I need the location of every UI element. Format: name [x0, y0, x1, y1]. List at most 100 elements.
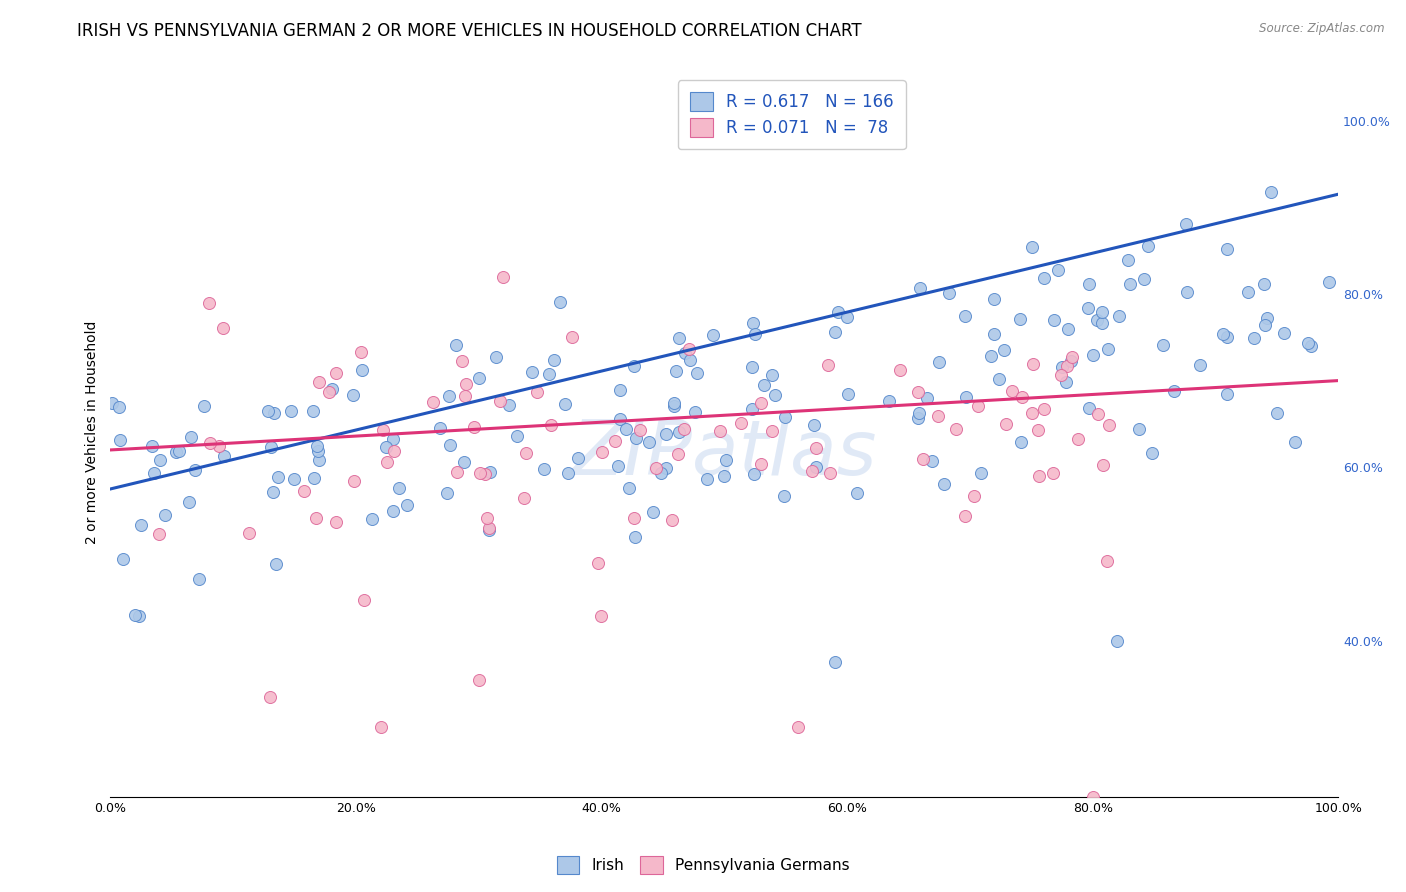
Point: [112, 551, 135, 566]
Point: [498, 398, 520, 412]
Point: [1188, 358, 1211, 372]
Point: [446, 465, 468, 479]
Point: [915, 391, 938, 405]
Point: [488, 394, 510, 409]
Point: [911, 451, 934, 466]
Point: [907, 410, 929, 425]
Point: [1062, 350, 1084, 364]
Point: [1253, 277, 1275, 291]
Point: [388, 481, 411, 495]
Point: [1050, 360, 1073, 375]
Point: [373, 424, 395, 438]
Point: [463, 420, 485, 434]
Point: [478, 465, 501, 479]
Point: [307, 443, 329, 458]
Point: [1272, 326, 1295, 341]
Point: [468, 673, 491, 687]
Point: [283, 472, 305, 486]
Point: [1216, 387, 1239, 401]
Point: [1132, 272, 1154, 286]
Point: [994, 417, 1017, 432]
Point: [264, 557, 287, 571]
Point: [591, 445, 613, 459]
Point: [754, 377, 776, 392]
Point: [1049, 368, 1071, 382]
Point: [1254, 318, 1277, 333]
Point: [302, 470, 325, 484]
Point: [1021, 406, 1043, 420]
Point: [1095, 554, 1118, 568]
Point: [526, 385, 548, 400]
Point: [702, 328, 724, 343]
Point: [761, 368, 783, 382]
Point: [1081, 789, 1104, 804]
Point: [1067, 433, 1090, 447]
Legend: Irish, Pennsylvania Germans: Irish, Pennsylvania Germans: [550, 850, 856, 880]
Point: [662, 400, 685, 414]
Point: [824, 325, 846, 339]
Point: [1097, 342, 1119, 356]
Point: [308, 376, 330, 390]
Point: [1163, 384, 1185, 398]
Point: [617, 482, 640, 496]
Point: [155, 508, 177, 522]
Point: [382, 432, 405, 446]
Point: [655, 460, 678, 475]
Point: [835, 310, 858, 325]
Point: [187, 572, 209, 586]
Point: [775, 409, 797, 424]
Point: [1091, 304, 1114, 318]
Point: [353, 593, 375, 607]
Point: [548, 295, 571, 310]
Point: [1212, 326, 1234, 341]
Point: [1028, 469, 1050, 483]
Point: [1256, 311, 1278, 326]
Point: [801, 464, 824, 478]
Point: [478, 521, 501, 535]
Point: [662, 396, 685, 410]
Point: [522, 365, 544, 379]
Point: [827, 305, 849, 319]
Point: [301, 404, 323, 418]
Point: [124, 607, 146, 622]
Point: [804, 441, 827, 455]
Point: [1237, 285, 1260, 299]
Point: [1119, 277, 1142, 291]
Point: [108, 400, 131, 414]
Point: [654, 426, 676, 441]
Point: [256, 404, 278, 418]
Point: [567, 450, 589, 465]
Point: [374, 440, 396, 454]
Point: [1046, 262, 1069, 277]
Point: [396, 498, 419, 512]
Point: [1152, 338, 1174, 352]
Point: [1077, 401, 1099, 415]
Point: [1021, 239, 1043, 253]
Point: [200, 436, 222, 450]
Point: [983, 292, 1005, 306]
Point: [110, 433, 132, 447]
Point: [1001, 384, 1024, 399]
Point: [1077, 301, 1099, 315]
Point: [453, 455, 475, 469]
Point: [967, 399, 990, 413]
Point: [429, 420, 451, 434]
Point: [454, 376, 477, 391]
Point: [513, 491, 536, 505]
Point: [554, 397, 576, 411]
Point: [1137, 239, 1160, 253]
Point: [742, 467, 765, 481]
Point: [184, 462, 207, 476]
Point: [1010, 434, 1032, 449]
Legend: R = 0.617   N = 166, R = 0.071   N =  78: R = 0.617 N = 166, R = 0.071 N = 78: [678, 80, 905, 149]
Point: [773, 489, 796, 503]
Point: [938, 286, 960, 301]
Point: [342, 388, 364, 402]
Point: [1140, 446, 1163, 460]
Point: [970, 466, 993, 480]
Point: [451, 353, 474, 368]
Point: [292, 484, 315, 499]
Point: [1174, 217, 1197, 231]
Point: [907, 384, 929, 399]
Point: [1296, 335, 1319, 350]
